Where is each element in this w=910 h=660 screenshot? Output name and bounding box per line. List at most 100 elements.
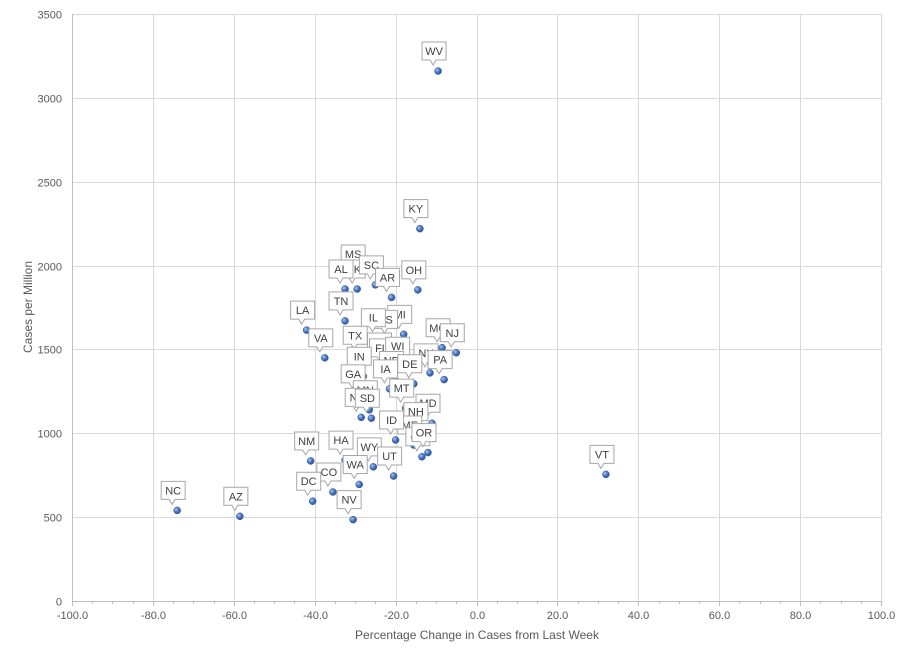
data-label-box [439, 323, 465, 348]
data-point-nm [306, 457, 315, 465]
data-label-box [342, 454, 368, 480]
y-tick-label: 1500 [38, 345, 62, 357]
data-label-box [308, 328, 334, 353]
data-label-text: TN [334, 296, 349, 308]
data-label-text: WI [391, 341, 404, 353]
data-label-text: OR [416, 428, 433, 440]
data-label-text: CO [321, 467, 338, 479]
data-point-ne [357, 413, 365, 422]
data-label-text: IA [380, 364, 391, 376]
data-label-ha: HA [328, 430, 354, 456]
data-label-text: MS [345, 249, 362, 261]
x-axis-title: Percentage Change in Cases from Last Wee… [355, 628, 600, 642]
x-tick-label: -100.0 [57, 610, 88, 622]
data-label-box [223, 486, 249, 512]
data-point-co [329, 488, 337, 496]
data-label-la: LA [290, 300, 316, 326]
data-label-text: ID [386, 415, 397, 427]
data-label-text: VA [314, 333, 329, 345]
data-label-box [427, 350, 453, 375]
data-point-pa [440, 375, 448, 384]
data-point-wa [355, 480, 363, 489]
data-label-dc: DC [296, 471, 322, 497]
data-label-wa: WA [342, 454, 368, 480]
data-point-ok [353, 285, 361, 293]
data-point-vt [602, 470, 610, 479]
data-label-ar: AR [375, 267, 401, 293]
data-point-oh [414, 286, 422, 294]
data-point-ny [426, 369, 434, 377]
y-tick-label: 2000 [38, 262, 62, 274]
data-label-text: NV [341, 495, 357, 507]
data-label-text: PA [433, 355, 448, 367]
data-label-text: SD [360, 393, 375, 405]
data-label-or: OR [411, 423, 437, 448]
data-point-ct [418, 453, 426, 461]
data-point-tn [341, 317, 349, 325]
data-point-ut [389, 472, 398, 480]
data-label-text: NJ [446, 328, 459, 340]
data-label-ut: UT [377, 446, 403, 472]
data-label-box [336, 490, 362, 515]
data-label-text: MT [394, 383, 410, 395]
data-label-nm: NM [294, 431, 320, 456]
data-label-box [589, 444, 615, 470]
data-label-text: AZ [229, 491, 243, 503]
data-label-box [401, 260, 427, 285]
data-point-nc [173, 506, 181, 515]
data-label-text: WV [425, 46, 443, 58]
data-label-box [403, 199, 429, 224]
data-label-text: UT [382, 451, 397, 463]
x-tick-label: 0.0 [470, 610, 485, 622]
data-label-box [397, 354, 423, 379]
data-point-va [321, 354, 329, 362]
x-tick-label: -80.0 [141, 610, 166, 622]
data-label-wv: WV [421, 41, 447, 66]
data-label-box [354, 388, 380, 414]
y-tick-label: 0 [56, 597, 62, 609]
data-label-box [373, 359, 399, 384]
data-label-nj: NJ [439, 323, 465, 348]
data-point-wv [434, 67, 442, 75]
data-label-box [375, 267, 401, 293]
x-tick-label: 40.0 [628, 610, 649, 622]
data-label-box [328, 291, 354, 316]
data-label-box [389, 378, 415, 404]
x-tick-label: 100.0 [868, 610, 896, 622]
data-label-oh: OH [401, 260, 427, 285]
data-label-text: NM [298, 436, 315, 448]
y-tick-label: 500 [44, 513, 62, 525]
data-label-box [328, 259, 354, 285]
data-label-text: WY [360, 442, 378, 454]
data-label-text: GA [345, 369, 362, 381]
y-tick-label: 1000 [38, 429, 62, 441]
x-tick-labels: -100.0 -80.0 -60.0 -40.0 -20.0 0.0 20.0 40.0 60.… [57, 610, 895, 622]
data-label-text: IN [354, 351, 365, 363]
data-label-text: DE [402, 359, 417, 371]
data-label-box [294, 431, 320, 456]
data-label-box [421, 41, 447, 66]
x-tick-label: -60.0 [222, 610, 247, 622]
data-label-box [160, 480, 186, 506]
y-tick-label: 3500 [38, 10, 62, 22]
data-label-mt: MT [389, 378, 415, 404]
x-tick-label: 80.0 [790, 610, 811, 622]
data-label-co: CO [316, 462, 342, 487]
data-label-id: ID [379, 410, 405, 435]
data-labels: WVKYMSOKSCALAROHTNLAVAMIKSILMONJTXRIFLWI… [160, 41, 615, 515]
data-label-text: HA [333, 435, 349, 447]
data-point-ky [416, 224, 424, 233]
data-label-text: AL [334, 264, 347, 276]
data-label-text: OH [406, 265, 423, 277]
axes [72, 14, 882, 606]
data-point-ar [387, 293, 396, 302]
data-label-text: TX [348, 330, 363, 342]
data-label-text: IL [369, 313, 378, 325]
data-point-wy [369, 463, 378, 471]
data-point-sd [367, 414, 376, 422]
y-tick-label: 2500 [38, 178, 62, 190]
y-tick-label: 3000 [38, 94, 62, 106]
data-label-text: NC [165, 485, 181, 497]
data-label-nv: NV [336, 490, 362, 515]
data-label-box [411, 423, 437, 448]
